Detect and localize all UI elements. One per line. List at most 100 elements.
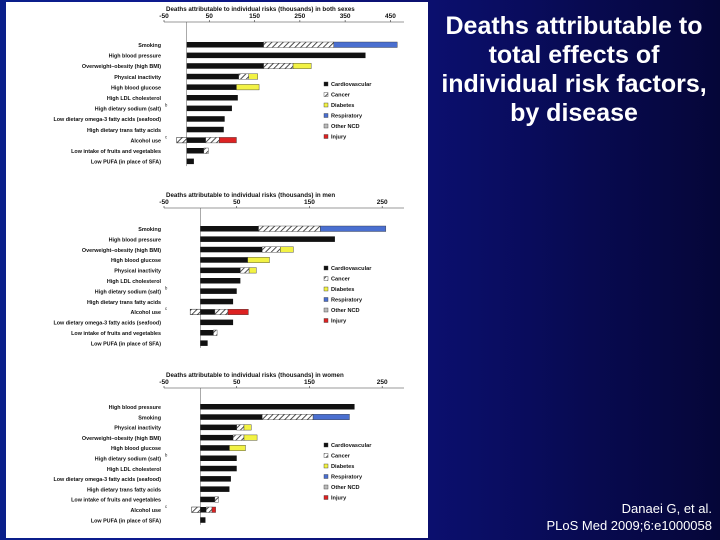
bar-segment-cardiovascular (200, 226, 259, 232)
citation: Danaei G, et al. PLoS Med 2009;6:e100005… (452, 500, 712, 534)
bar-segment-cancer (238, 73, 249, 80)
bar-segment-cardiovascular (186, 95, 238, 101)
category-label: Physical inactivity (114, 426, 161, 432)
bar-segment-cancer (258, 225, 321, 232)
x-tick-label: 50 (233, 199, 241, 206)
legend-swatch (323, 474, 329, 479)
bar-segment-respiratory (312, 414, 350, 420)
legend-swatch (323, 113, 329, 118)
category-label: High dietary sodium (salt) (95, 457, 161, 463)
category-label: High dietary trans fatty acids (87, 300, 161, 306)
bar-negative (176, 137, 187, 144)
category-label: High blood pressure (109, 237, 161, 243)
bar-segment-cardiovascular (186, 84, 237, 90)
bar-segment-cardiovascular (200, 496, 215, 503)
bar-segment-respiratory (333, 41, 398, 48)
legend-swatch (323, 134, 329, 139)
category-label: High LDL cholesterol (107, 467, 162, 473)
x-tick-label: 350 (340, 13, 351, 20)
chart-svg: Deaths attributable to individual risks … (53, 6, 404, 525)
bar-segment-diabetes (236, 84, 260, 91)
bar-segment-diabetes (280, 246, 294, 253)
bar-segment-cancer (261, 414, 314, 420)
legend-label: Cancer (331, 454, 351, 460)
category-label: Overweight–obesity (high BMI) (82, 436, 161, 442)
bar-segment-diabetes (248, 267, 257, 274)
x-tick-label: 150 (249, 13, 260, 20)
bar-segment-cardiovascular (186, 126, 224, 133)
legend-label: Cardiovascular (331, 266, 372, 272)
bar-segment-diabetes (248, 73, 258, 80)
bar-segment-diabetes (292, 63, 312, 69)
legend-swatch (323, 102, 329, 108)
x-tick-label: -50 (159, 379, 169, 386)
category-label: High dietary trans fatty acids (87, 128, 161, 134)
bar-segment-cancer (214, 309, 229, 315)
category-label: Alcohol use (130, 138, 161, 144)
legend-label: Diabetes (331, 103, 354, 109)
bar-segment-cardiovascular (186, 63, 264, 69)
bar-segment-cancer (263, 63, 294, 69)
bar-segment-cardiovascular (200, 486, 230, 492)
bar-segment-cancer (213, 329, 218, 336)
legend-swatch (323, 463, 329, 469)
x-tick-label: 250 (377, 199, 388, 206)
category-label: High blood glucose (111, 258, 161, 264)
category-label: Low dietary omega-3 fatty acids (seafood… (53, 117, 161, 123)
legend-swatch (323, 92, 329, 97)
bar-segment-diabetes (243, 424, 252, 431)
bar-segment-cardiovascular (200, 476, 231, 482)
bar-segment-diabetes (247, 256, 270, 263)
bar-segment-cardiovascular (200, 298, 234, 305)
panel-title: Deaths attributable to individual risks … (166, 192, 335, 199)
category-label: Smoking (138, 43, 161, 49)
category-label: High dietary sodium (salt) (95, 107, 161, 113)
bar-segment-respiratory (320, 225, 387, 232)
bar-segment-cardiovascular (186, 52, 366, 59)
legend-swatch (323, 442, 329, 448)
bar-segment-cancer (261, 246, 281, 253)
category-label: Physical inactivity (114, 269, 161, 275)
category-label: Low intake of fruits and vegetables (71, 331, 161, 337)
bar-segment-cardiovascular (186, 116, 225, 122)
chart-figure: Deaths attributable to individual risks … (6, 2, 428, 538)
bar-segment-cancer (232, 434, 245, 441)
category-footnote: b (165, 103, 168, 108)
bar-segment-cancer (263, 41, 335, 48)
bar-segment-cardiovascular (200, 330, 214, 336)
legend-label: Respiratory (331, 475, 363, 481)
category-label: Overweight–obesity (high BMI) (82, 64, 161, 70)
legend-label: Other NCD (331, 485, 360, 491)
x-tick-label: 150 (304, 199, 315, 206)
legend-label: Diabetes (331, 287, 354, 293)
bar-segment-cardiovascular (200, 246, 263, 253)
legend-swatch (323, 286, 329, 292)
legend-swatch (323, 318, 329, 323)
bar-segment-cardiovascular (200, 434, 234, 441)
category-label: Low PUFA (in place of SFA) (91, 160, 161, 166)
legend-label: Cardiovascular (331, 82, 372, 88)
x-tick-label: 50 (206, 13, 214, 20)
bar-segment-cardiovascular (200, 414, 263, 420)
legend-label: Other NCD (331, 308, 360, 314)
category-label: High blood pressure (109, 54, 161, 60)
category-label: High blood glucose (111, 85, 161, 91)
legend-swatch (323, 495, 329, 500)
bar-segment-diabetes (229, 445, 246, 451)
x-tick-label: 150 (304, 379, 315, 386)
chart-panel-1: Deaths attributable to individual risks … (53, 6, 404, 167)
bar-negative (191, 506, 201, 513)
category-label: Alcohol use (130, 508, 161, 514)
legend-swatch (323, 276, 329, 281)
bar-segment-cancer (205, 137, 220, 144)
category-label: Low intake of fruits and vegetables (71, 498, 161, 504)
bar-segment-cardiovascular (186, 148, 204, 154)
bar-segment-cardiovascular (186, 73, 239, 80)
category-label: High dietary trans fatty acids (87, 487, 161, 493)
category-footnote: c (165, 134, 167, 139)
category-label: Physical inactivity (114, 75, 161, 81)
x-tick-label: 50 (233, 379, 241, 386)
category-label: High dietary sodium (salt) (95, 289, 161, 295)
legend-label: Cardiovascular (331, 443, 372, 449)
bar-segment-cardiovascular (200, 455, 237, 461)
